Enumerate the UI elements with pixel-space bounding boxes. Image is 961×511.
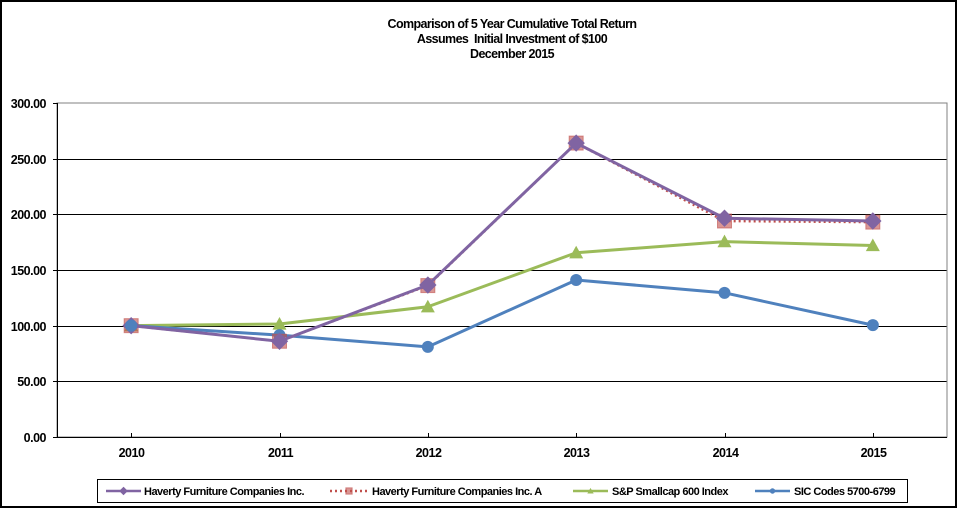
chart-title: Comparison of 5 Year Cumulative Total Re…: [387, 17, 637, 31]
y-tick-label: 250.00: [11, 153, 47, 167]
y-tick-label: 50.00: [17, 375, 46, 389]
data-point-triangle: [272, 316, 287, 330]
series-line: [131, 141, 873, 343]
x-tick-label: 2014: [713, 446, 739, 460]
x-tick-label: 2012: [416, 446, 442, 460]
y-tick-label: 300.00: [11, 97, 47, 111]
x-tick-label: 2013: [564, 446, 590, 460]
legend-marker-circle: [769, 488, 776, 494]
data-point-diamond: [567, 134, 585, 152]
legend: Haverty Furniture Companies Inc. Haverty …: [97, 479, 908, 503]
chart-subtitle-2: December 2015: [470, 47, 555, 61]
legend-item: SIC Codes 5700-6799: [755, 486, 896, 498]
y-axis-ticks: 0.00 50.00 100.00 150.00 200.00 250.00 300.00: [11, 97, 57, 445]
series-line: [131, 278, 874, 349]
series-3: [125, 274, 879, 353]
y-tick-label: 100.00: [11, 320, 47, 334]
series-group: [122, 134, 882, 353]
data-point-diamond: [270, 332, 289, 350]
data-point-circle: [125, 319, 138, 332]
data-point-triangle: [569, 245, 584, 259]
data-point-circle: [718, 286, 731, 299]
data-point-triangle: [865, 238, 880, 252]
data-point-triangle: [420, 299, 435, 313]
legend-label: SIC Codes 5700-6799: [794, 486, 896, 498]
legend-marker-square: [345, 487, 353, 495]
series-2: [124, 234, 880, 332]
x-tick-label: 2011: [268, 446, 294, 460]
legend-marker-triangle: [587, 487, 594, 494]
legend-item: S&P Smallcap 600 Index: [573, 486, 730, 498]
chart-subtitle-1: Assumes Initial Investment of $100: [416, 32, 608, 46]
data-point-circle: [421, 340, 434, 353]
chart-title-block: Comparison of 5 Year Cumulative Total Re…: [300, 17, 724, 62]
y-tick-label: 200.00: [11, 208, 47, 222]
legend-item: Haverty Furniture Companies Inc.: [106, 486, 305, 498]
series-line: [131, 240, 873, 328]
data-point-triangle: [717, 234, 732, 248]
y-tick-label: 150.00: [11, 264, 47, 278]
legend-item: Haverty Furniture Companies Inc. A: [330, 486, 543, 498]
x-tick-label: 2015: [861, 446, 887, 460]
x-tick-label: 2010: [119, 446, 145, 460]
data-point-diamond: [419, 276, 437, 294]
data-point-diamond: [864, 212, 882, 230]
legend-label: Haverty Furniture Companies Inc. A: [372, 486, 542, 498]
legend-marker-diamond: [119, 486, 128, 496]
legend-box: [97, 479, 908, 503]
legend-label: Haverty Furniture Companies Inc.: [144, 486, 304, 498]
data-point-circle: [570, 274, 583, 287]
data-point-diamond: [715, 209, 734, 227]
gridlines: [57, 159, 947, 382]
x-axis-ticks: 2010 2011 2012 2013 2014 2015: [119, 433, 887, 460]
data-point-circle: [866, 319, 879, 332]
legend-label: S&P Smallcap 600 Index: [612, 486, 729, 498]
y-tick-label: 0.00: [24, 431, 47, 445]
